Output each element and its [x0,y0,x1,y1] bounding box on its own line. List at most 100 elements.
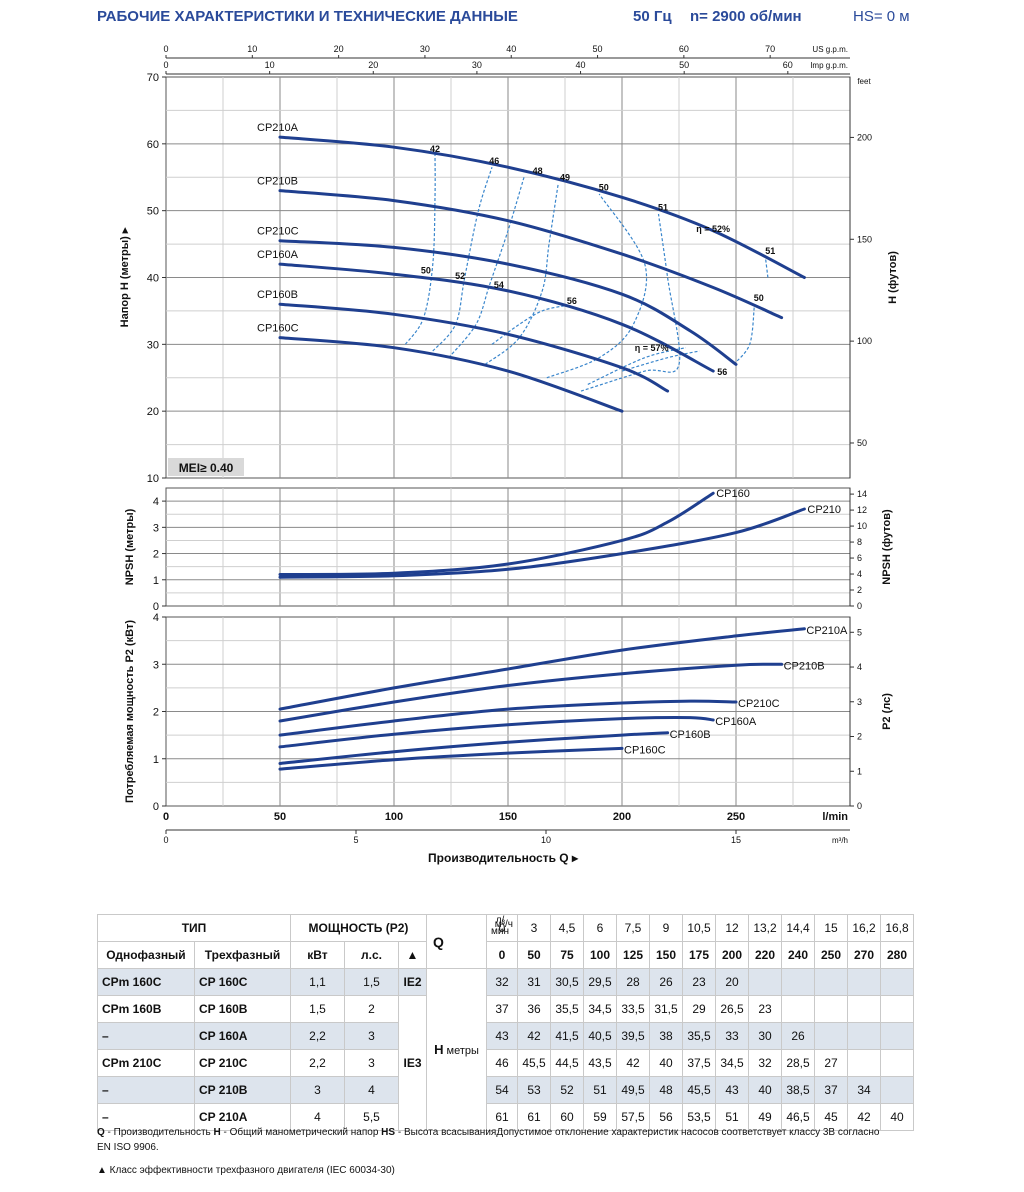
technical-data-table: ТИП МОЩНОСТЬ (P2) Q 0 м³/ч л/мин 3 4,5 6 7,5 9 10,5… [97,914,914,1131]
head-value-cell: 30,5 [550,968,584,996]
single-phase-model: CPm 160C [97,968,195,996]
lmin-tick-label: 0 [163,811,169,823]
head-value-cell [847,1022,881,1050]
mei-box [168,458,244,476]
head-value-cell: 37,5 [682,1049,716,1077]
lmin-tick-label: 150 [499,811,517,823]
note-q-key: Q [97,1127,105,1138]
power-series-label-cp210b: CP210B [784,660,825,672]
top-axis-tick-label-1: 40 [576,60,586,70]
note-q-text: - Производительность [104,1127,214,1138]
h-label: H [434,1042,444,1057]
top-axis-tick-label-0: 60 [679,44,689,54]
speed-label: n= 2900 об/мин [690,8,802,25]
head-value-cell: 38,5 [781,1076,815,1104]
triangle-icon: ▲ [398,941,427,969]
head-right-axis-label: H (футов) [887,251,899,304]
head-chart-y-tick-label: 50 [147,206,159,218]
npsh-chart-y-tick-label: 2 [153,549,159,561]
head-value-cell: 52 [550,1076,584,1104]
power-chart-y-tick-label: 1 [153,754,159,766]
head-value-cell: 61 [486,1103,518,1131]
head-chart-right-tick-label: 200 [857,132,872,142]
q-m3h-cell: 6 [583,914,617,942]
q-m3h-cell: 14,4 [781,914,815,942]
lmin-tick-label: 100 [385,811,403,823]
q-lmin-cell: 270 [847,941,881,969]
efficiency-label: 50 [421,265,431,275]
head-value-cell [880,968,914,996]
single-phase-model: CPm 160B [97,995,195,1023]
type-header: ТИП [97,914,291,942]
head-value-cell: 42 [847,1103,881,1131]
head-value-cell: 32 [748,1049,782,1077]
top-axis-tick-label-1: 20 [368,60,378,70]
power-chart-y-tick-label: 4 [153,612,159,624]
efficiency-iso-line [580,213,681,392]
head-chart-series-cp210a [278,135,806,279]
single-phase-model: CPm 210C [97,1049,195,1077]
note-h-text: - Общий манометрический напор [220,1127,382,1138]
efficiency-iso-line [546,193,648,379]
q-lmin-cell: 250 [814,941,848,969]
note-hs-key: HS [381,1127,396,1138]
single-phase-model: – [97,1103,195,1131]
npsh-chart-y-tick-label: 0 [153,601,159,613]
head-value-cell: 26,5 [715,995,749,1023]
power-kw-cell: 1,5 [290,995,345,1023]
power-chart-right-tick-label: 4 [857,662,862,672]
npsh-chart-y-tick-label: 3 [153,522,159,534]
head-value-cell: 35,5 [550,995,584,1023]
single-phase-header: Однофазный [97,941,195,969]
head-value-cell: 40 [880,1103,914,1131]
head-value-cell: 30 [748,1022,782,1050]
efficiency-label: 56 [717,367,727,377]
table-row: – CP 160A 2,2 3 43 42 41,5 40,5 39,5 38 35,5 33 30 26 [97,1022,914,1050]
npsh-chart-right-tick-label: 10 [857,521,867,531]
npsh-chart-right-tick-label: 2 [857,585,862,595]
m3h-tick-label: 15 [731,835,741,845]
npsh-chart-series-cp160 [278,491,715,576]
power-series-label-cp210a: CP210A [806,625,848,637]
q-lmin-cell: 50 [517,941,551,969]
efficiency-iso-line [587,347,686,385]
head-value-cell: 34,5 [583,995,617,1023]
power-kw-cell: 1,1 [290,968,345,996]
head-chart-series-cp160c [278,336,624,413]
ie2-class-cell: IE2 [398,968,427,996]
head-chart-y-tick-label: 40 [147,273,159,285]
head-value-cell: 42 [616,1049,650,1077]
head-value-cell: 59 [583,1103,617,1131]
head-value-cell: 53 [517,1076,551,1104]
q-m3h-cell: 15 [814,914,848,942]
q-lmin-cell: 280 [880,941,914,969]
head-value-cell: 27 [814,1049,848,1077]
head-chart-series-cp160b [278,302,670,393]
table-row: CPm 210C CP 210C 2,2 3 46 45,5 44,5 43,5 42 40 37,… [97,1049,914,1077]
page-title: РАБОЧИЕ ХАРАКТЕРИСТИКИ И ТЕХНИЧЕСКИЕ ДАН… [97,8,518,25]
x-axis-label: Производительность Q ▸ [428,851,579,865]
power-hp-cell: 2 [344,995,399,1023]
three-phase-model: CP 210C [194,1049,291,1077]
head-series-label-cp210b: CP210B [257,176,298,188]
frequency-label: 50 Гц [633,8,672,25]
power-chart-series-cp210a [278,627,806,711]
q-m3h-cell: 7,5 [616,914,650,942]
head-value-cell: 26 [781,1022,815,1050]
head-value-cell: 31 [517,968,551,996]
head-value-cell: 37 [486,995,518,1023]
power-hp-cell: 1,5 [344,968,399,996]
top-axis-tick-label-0: 0 [163,44,168,54]
efficiency-label: 42 [430,144,440,154]
head-value-cell: 23 [748,995,782,1023]
tolerance-note: EN ISO 9906. [97,1142,159,1153]
head-value-cell: 26 [649,968,683,996]
efficiency-label: 50 [599,183,609,193]
head-chart-right-tick-label: 150 [857,234,872,244]
head-value-cell: 41,5 [550,1022,584,1050]
power-chart-y-tick-label: 3 [153,659,159,671]
power-chart-series-cp160a [278,716,715,749]
head-value-cell: 28,5 [781,1049,815,1077]
top-axis-tick-label-1: 30 [472,60,482,70]
